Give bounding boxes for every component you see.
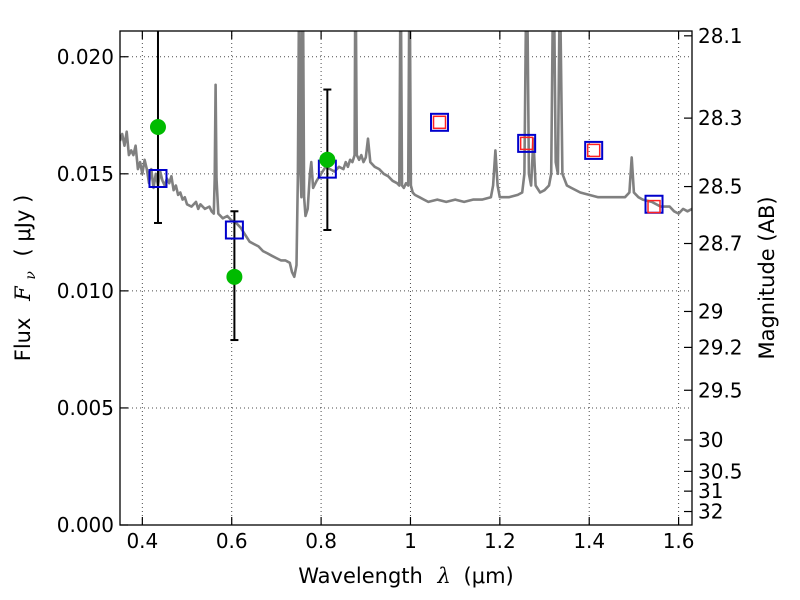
x-tick-label: 1 [404, 529, 417, 553]
y-tick-label: 0.010 [57, 279, 114, 303]
predicted-flux-marker [586, 143, 601, 158]
observed-flux-marker [149, 118, 166, 135]
plot-area [120, 31, 692, 279]
x-axis-label-symbol: λ [437, 564, 451, 588]
data-markers [148, 112, 664, 285]
model-flux-marker [430, 112, 450, 132]
mag-tick-label: 32 [698, 500, 723, 524]
tick-labels: 0.4 0.6 0.8 1 1.2 1.4 1.6 0.000 0.005 0.010 0.015 0… [57, 24, 743, 553]
predicted-flux-marker [647, 199, 661, 214]
mag-tick-label: 28.3 [698, 106, 743, 130]
plot-frame [119, 30, 693, 526]
predicted-flux-marker [432, 115, 447, 130]
mag-tick-label: 29.2 [698, 335, 743, 359]
x-tick-label: 1.4 [573, 529, 605, 553]
x-axis-label-text: Wavelength [298, 564, 423, 588]
x-tick-label: 1.6 [663, 529, 695, 553]
x-tick-label: 0.4 [126, 529, 158, 553]
y2-axis-title: Magnitude (AB) [755, 196, 779, 359]
observed-flux-marker [319, 151, 336, 168]
y-tick-label: 0.020 [57, 45, 114, 69]
y-tick-label: 0.015 [57, 162, 114, 186]
x-axis-title: Wavelength λ (μm) [298, 564, 513, 588]
mag-tick-label: 29 [698, 299, 723, 323]
y-tick-label: 0.005 [57, 396, 114, 420]
y-axis-label-subscript: ν [23, 271, 39, 280]
x-tick-label: 1.2 [484, 529, 516, 553]
model-flux-marker [148, 168, 168, 188]
mag-tick-label: 30.5 [698, 459, 743, 483]
observed-flux-marker [226, 268, 243, 285]
mag-tick-label: 30 [698, 428, 723, 452]
x-axis-label-unit: (μm) [464, 564, 514, 588]
y-axis-label-symbol: F [11, 285, 35, 302]
axis-ticks [120, 31, 692, 526]
mag-tick-label: 28.5 [698, 175, 743, 199]
y-axis-label-unit: ( μJy ) [11, 195, 35, 257]
y-axis-title: Flux F ν ( μJy ) [11, 195, 40, 362]
model-flux-marker [517, 133, 537, 153]
x-tick-label: 0.6 [216, 529, 248, 553]
template-spectrum-line [120, 31, 692, 279]
model-flux-marker [584, 140, 604, 160]
predicted-flux-marker [519, 136, 534, 151]
y-axis-label-text: Flux [11, 318, 35, 362]
mag-tick-label: 28.7 [698, 232, 743, 256]
x-tick-label: 0.8 [305, 529, 337, 553]
y-tick-label: 0.000 [57, 513, 114, 537]
mag-tick-label: 28.1 [698, 24, 743, 48]
mag-tick-label: 31 [698, 479, 723, 503]
model-flux-marker [224, 220, 244, 240]
mag-tick-label: 29.5 [698, 378, 743, 402]
